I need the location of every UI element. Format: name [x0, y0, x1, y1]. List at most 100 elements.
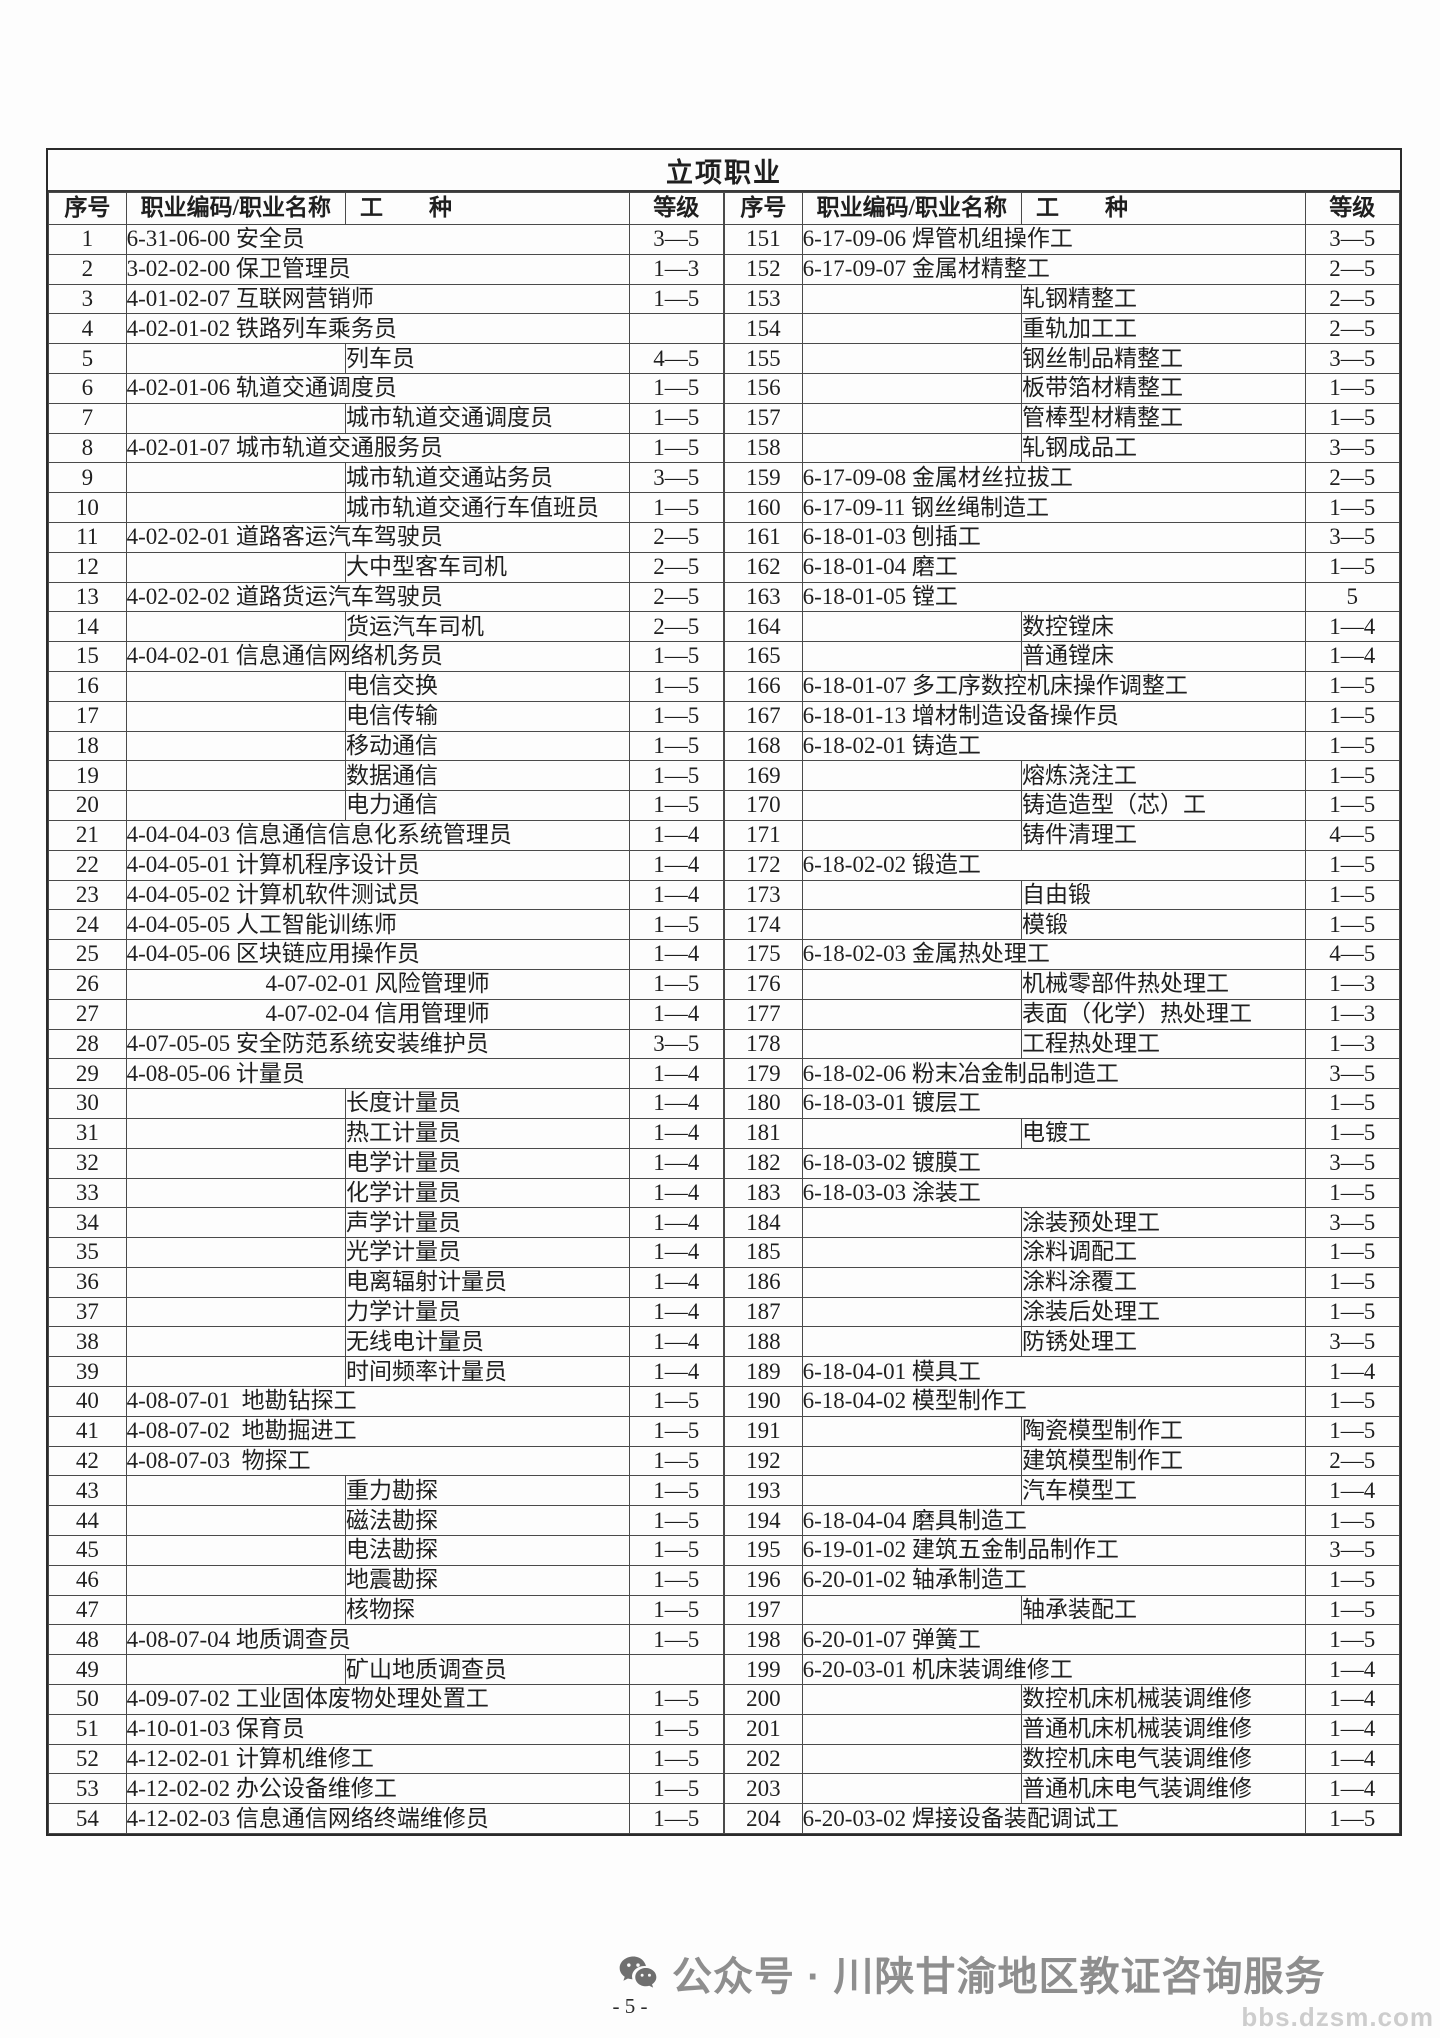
table-row: 165 普通镗床 1—4 [724, 641, 1400, 672]
row-index-cell: 160 [724, 492, 803, 523]
table-row: 24 4-04-05-05 人工智能训练师 1—5 [48, 909, 724, 941]
table-row: 182 6-18-03-02 镀膜工 3—5 [724, 1147, 1400, 1179]
row-index-cell: 38 [48, 1326, 127, 1358]
grade-cell: 3—5 [1304, 224, 1400, 255]
grade-cell: 1—5 [628, 1594, 724, 1626]
row-index-cell: 189 [724, 1356, 803, 1388]
table-row: 50 4-09-07-02 工业固体废物处理处置工 1—5 [48, 1684, 724, 1715]
row-index-cell: 50 [48, 1684, 127, 1715]
grade-cell: 1—5 [1304, 1505, 1400, 1537]
grade-cell: 4—5 [1304, 939, 1400, 970]
work-type-cell: 数据通信 [345, 760, 630, 792]
row-index-cell: 1 [48, 224, 127, 255]
table-row: 177 表面（化学）热处理工 1—3 [724, 998, 1400, 1030]
row-index-cell: 47 [48, 1594, 127, 1626]
code-empty-cell [801, 1594, 1023, 1626]
code-empty-cell [125, 1177, 347, 1209]
code-name-cell: 6-18-03-03 涂装工 [801, 1177, 1306, 1209]
row-index-cell: 34 [48, 1207, 127, 1239]
table-row: 13 4-02-02-02 道路货运汽车驾驶员 2—5 [48, 581, 724, 613]
row-index-cell: 167 [724, 700, 803, 732]
row-index-cell: 14 [48, 611, 127, 643]
row-index-cell: 32 [48, 1147, 127, 1179]
code-empty-cell [125, 1237, 347, 1268]
table-row: 190 6-18-04-02 模型制作工 1—5 [724, 1386, 1400, 1417]
table-row: 9 城市轨道交通站务员 3—5 [48, 462, 724, 494]
grade-cell: 1—5 [1304, 1117, 1400, 1149]
code-name-cell: 4-01-02-07 互联网营销师 [125, 283, 630, 315]
code-empty-cell [801, 1237, 1023, 1268]
row-index-cell: 36 [48, 1266, 127, 1298]
row-index-cell: 37 [48, 1296, 127, 1328]
code-empty-cell [125, 670, 347, 702]
row-index-cell: 162 [724, 551, 803, 583]
table-row: 172 6-18-02-02 锻造工 1—5 [724, 849, 1400, 881]
work-type-cell: 机械零部件热处理工 [1021, 968, 1306, 1000]
work-type-cell: 数控镗床 [1021, 611, 1306, 643]
row-index-cell: 198 [724, 1624, 803, 1656]
table-row: 200 数控机床机械装调维修 1—4 [724, 1684, 1400, 1715]
code-name-cell: 4-04-04-03 信息通信信息化系统管理员 [125, 819, 630, 851]
grade-cell: 1—5 [628, 372, 724, 404]
code-empty-cell [125, 1535, 347, 1566]
grade-cell: 1—5 [1304, 551, 1400, 583]
code-name-cell: 6-17-09-07 金属材精整工 [801, 253, 1306, 285]
grade-cell: 5 [1304, 581, 1400, 613]
row-index-cell: 5 [48, 343, 127, 374]
code-empty-cell [125, 551, 347, 583]
row-index-cell: 178 [724, 1028, 803, 1060]
code-name-cell: 4-04-05-01 计算机程序设计员 [125, 849, 630, 881]
table-row: 12 大中型客车司机 2—5 [48, 551, 724, 583]
row-index-cell: 155 [724, 343, 803, 374]
work-type-cell: 电镀工 [1021, 1117, 1306, 1149]
grade-cell: 1—5 [1304, 372, 1400, 404]
code-empty-cell [125, 1594, 347, 1626]
grade-cell: 1—5 [628, 1773, 724, 1805]
table-row: 197 轴承装配工 1—5 [724, 1594, 1400, 1626]
grade-cell: 1—5 [628, 1475, 724, 1507]
code-name-cell: 6-18-02-02 锻造工 [801, 849, 1306, 881]
code-empty-cell [801, 1684, 1023, 1715]
row-index-cell: 186 [724, 1266, 803, 1298]
row-index-cell: 195 [724, 1535, 803, 1566]
table-row: 201 普通机床机械装调维修 1—4 [724, 1713, 1400, 1745]
code-name-cell: 6-18-03-01 镀层工 [801, 1088, 1306, 1119]
code-name-cell: 6-18-01-13 增材制造设备操作员 [801, 700, 1306, 732]
row-index-cell: 181 [724, 1117, 803, 1149]
work-type-cell: 电信交换 [345, 670, 630, 702]
code-name-cell: 4-02-02-01 道路客运汽车驾驶员 [125, 521, 630, 553]
code-name-cell: 4-04-02-01 信息通信网络机务员 [125, 641, 630, 672]
table-row: 204 6-20-03-02 焊接设备装配调试工 1—5 [724, 1803, 1400, 1835]
row-index-cell: 169 [724, 760, 803, 792]
table-row: 15 4-04-02-01 信息通信网络机务员 1—5 [48, 641, 724, 672]
code-empty-cell [125, 1296, 347, 1328]
grade-cell: 1—5 [628, 790, 724, 821]
grade-cell: 3—5 [1304, 1058, 1400, 1090]
code-empty-cell [801, 1266, 1023, 1298]
row-index-cell: 179 [724, 1058, 803, 1090]
table-row: 176 机械零部件热处理工 1—3 [724, 968, 1400, 1000]
row-index-cell: 26 [48, 968, 127, 1000]
grade-cell: 1—4 [1304, 1713, 1400, 1745]
grade-cell: 1—5 [1304, 909, 1400, 941]
grade-cell [628, 313, 724, 345]
work-type-cell: 涂料调配工 [1021, 1237, 1306, 1268]
code-name-cell: 4-02-02-02 道路货运汽车驾驶员 [125, 581, 630, 613]
column-header-work-type: 工 种 [1021, 192, 1306, 225]
code-empty-cell [125, 790, 347, 821]
work-type-cell: 电力通信 [345, 790, 630, 821]
code-empty-cell [801, 343, 1023, 374]
grade-cell: 1—5 [628, 641, 724, 672]
work-type-cell: 表面（化学）热处理工 [1021, 998, 1306, 1030]
grade-cell: 1—5 [1304, 1177, 1400, 1209]
row-index-cell: 41 [48, 1415, 127, 1447]
row-index-cell: 163 [724, 581, 803, 613]
code-name-cell: 6-18-02-01 铸造工 [801, 730, 1306, 762]
code-empty-cell [801, 1445, 1023, 1477]
row-index-cell: 180 [724, 1088, 803, 1119]
row-index-cell: 2 [48, 253, 127, 285]
code-name-cell: 4-04-05-05 人工智能训练师 [125, 909, 630, 941]
grade-cell: 1—4 [1304, 1773, 1400, 1805]
grade-cell: 1—5 [1304, 1803, 1400, 1835]
code-name-cell: 6-18-03-02 镀膜工 [801, 1147, 1306, 1179]
